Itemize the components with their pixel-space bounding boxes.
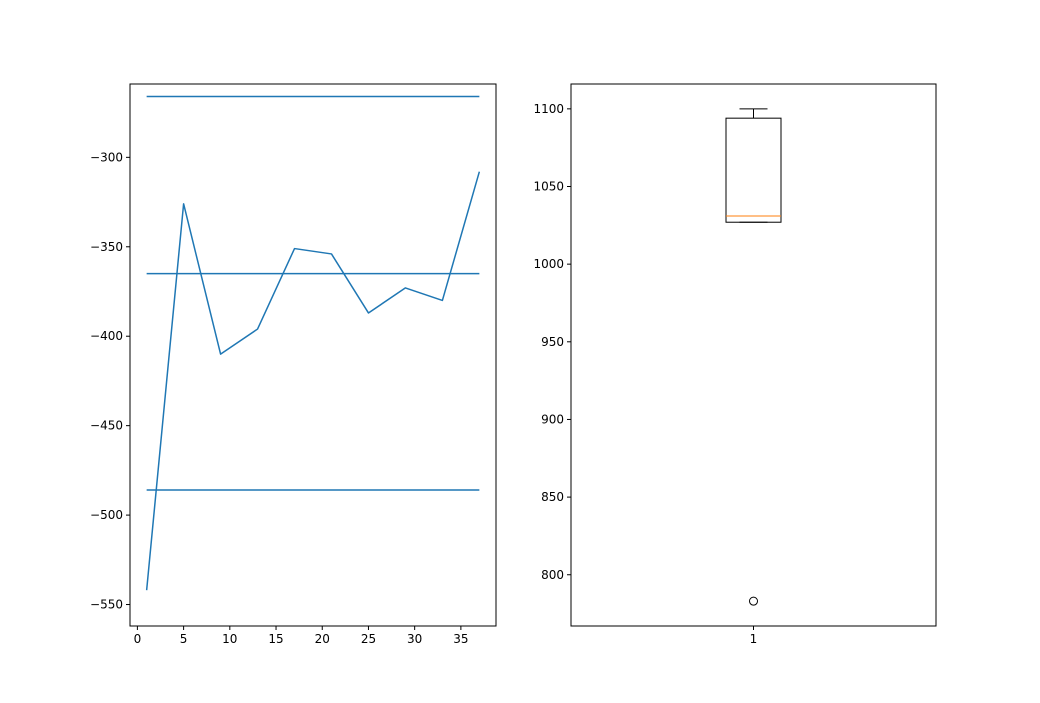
x-tick-label: 15 <box>268 632 283 646</box>
x-tick-label: 20 <box>315 632 330 646</box>
x-tick-label: 30 <box>407 632 422 646</box>
y-tick-label: 1100 <box>533 102 564 116</box>
x-tick-label: 1 <box>750 632 758 646</box>
y-tick-label: −400 <box>90 329 123 343</box>
y-tick-label: 850 <box>541 490 564 504</box>
box-plot: 1 800 850 900 950 1000 1050 1100 <box>533 83 937 646</box>
y-tick-label: 900 <box>541 412 564 426</box>
y-tick-label: −300 <box>90 150 123 164</box>
line-chart: 0 5 10 15 20 25 30 35 −550 −500 −450 −400 −350 −300 <box>90 83 497 646</box>
axes-frame <box>129 83 497 627</box>
x-tick-label: 25 <box>361 632 376 646</box>
series-line <box>145 171 481 591</box>
box-iqr <box>725 117 782 223</box>
x-tick-label: 5 <box>180 632 188 646</box>
x-tick-label: 35 <box>453 632 468 646</box>
x-tick-label: 0 <box>134 632 142 646</box>
outlier-point <box>749 596 758 606</box>
y-tick-label: −450 <box>90 419 123 433</box>
y-tick-label: −500 <box>90 508 123 522</box>
y-tick-label: −550 <box>90 598 123 612</box>
y-tick-label: 1050 <box>533 179 564 193</box>
y-tick-label: 800 <box>541 568 564 582</box>
y-tick-label: −350 <box>90 240 123 254</box>
y-tick-label: 1000 <box>533 257 564 271</box>
x-tick-label: 10 <box>222 632 237 646</box>
y-tick-label: 950 <box>541 335 564 349</box>
